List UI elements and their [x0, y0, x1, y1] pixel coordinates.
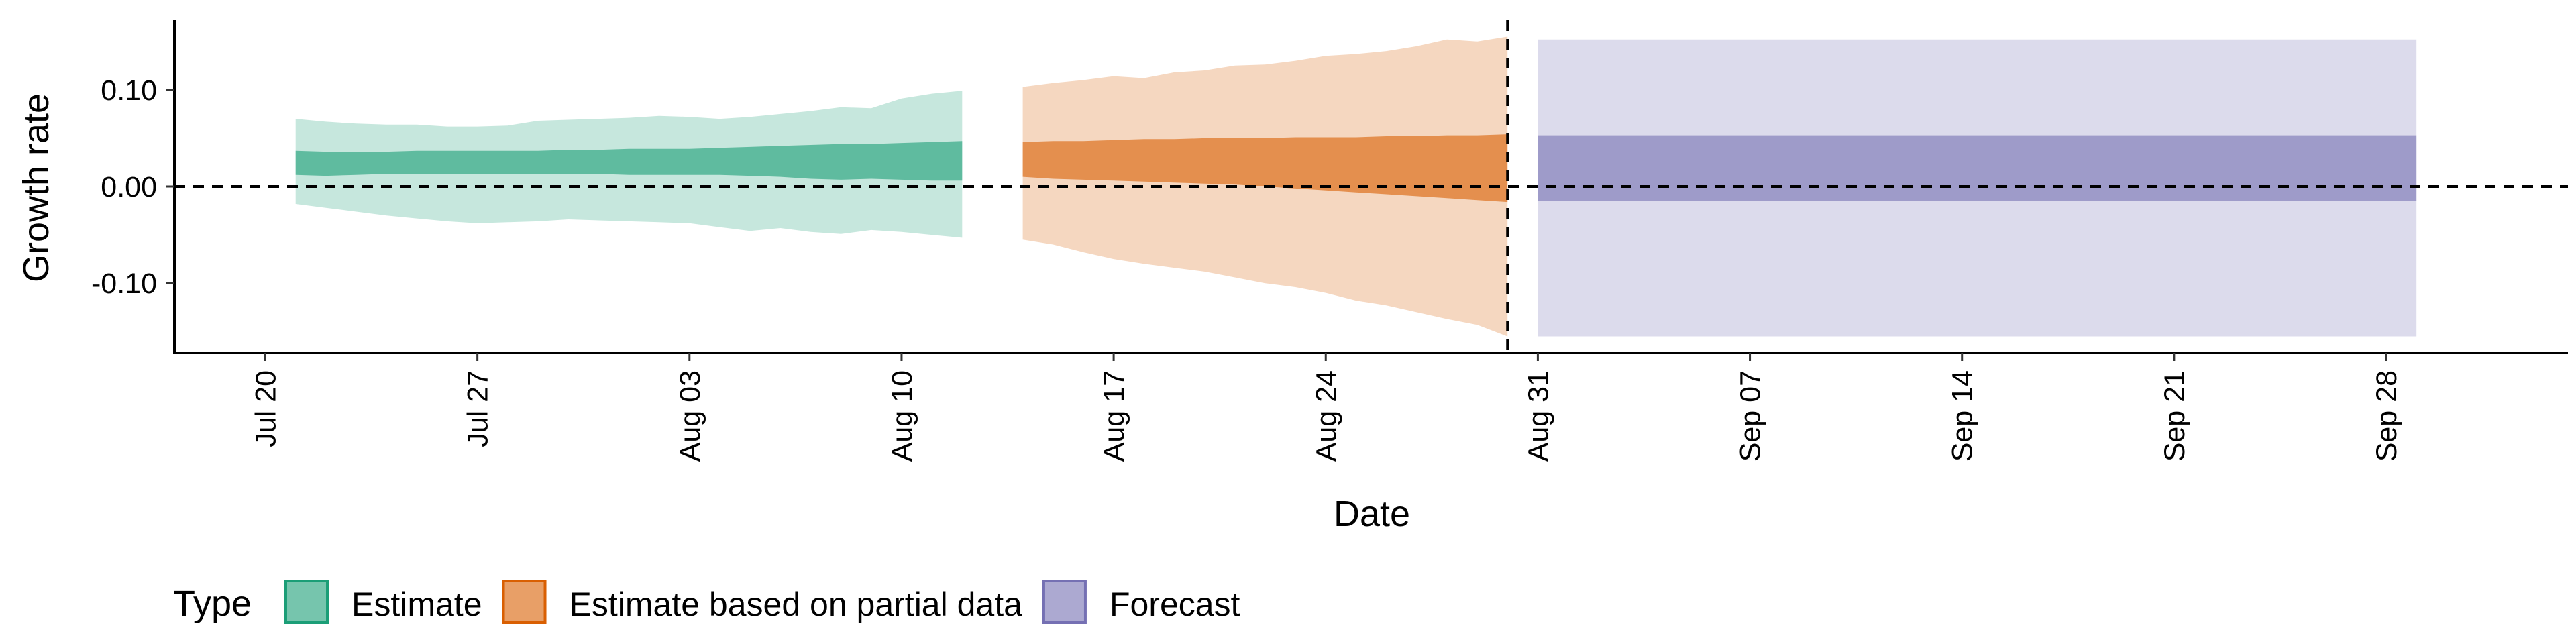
x-axis-title: Date: [1334, 494, 1410, 534]
legend-label-0: Estimate: [352, 586, 482, 623]
y-tick-label: 0.00: [101, 171, 157, 203]
x-tick-label: Aug 10: [886, 370, 918, 462]
y-tick-label: -0.10: [91, 268, 157, 300]
legend-key-1: [502, 580, 547, 624]
plot-bands: [295, 36, 2417, 337]
x-tick-label: Aug 31: [1522, 370, 1554, 462]
y-axis-title: Growth rate: [16, 93, 56, 282]
x-tick-label: Sep 07: [1735, 370, 1767, 462]
x-tick-label: Sep 21: [2159, 370, 2191, 462]
legend-key-2: [1042, 580, 1087, 624]
legend-key-0: [284, 580, 329, 624]
x-tick-label: Jul 27: [462, 370, 494, 447]
x-tick-label: Sep 14: [1947, 370, 1979, 462]
reference-lines: [174, 20, 2568, 353]
legend-title: Type: [173, 584, 252, 624]
legend-label-2: Forecast: [1110, 586, 1240, 623]
band-50-2: [1538, 135, 2417, 201]
band-50-0: [295, 141, 963, 181]
legend: Type Estimate Estimate based on partial d…: [173, 580, 1240, 624]
x-tick-label: Aug 17: [1098, 370, 1130, 462]
x-tick-label: Aug 03: [674, 370, 706, 462]
axes: 0.10 0.00 -0.10 Jul 20 Jul 27 Aug 03 Aug 10 Aug…: [91, 20, 2568, 462]
legend-label-1: Estimate based on partial data: [570, 586, 1023, 623]
x-tick-label: Aug 24: [1310, 370, 1342, 462]
band-50-1: [1022, 134, 1508, 203]
y-tick-label: 0.10: [101, 74, 157, 107]
x-tick-label: Sep 28: [2371, 370, 2403, 462]
x-tick-label: Jul 20: [250, 370, 282, 447]
